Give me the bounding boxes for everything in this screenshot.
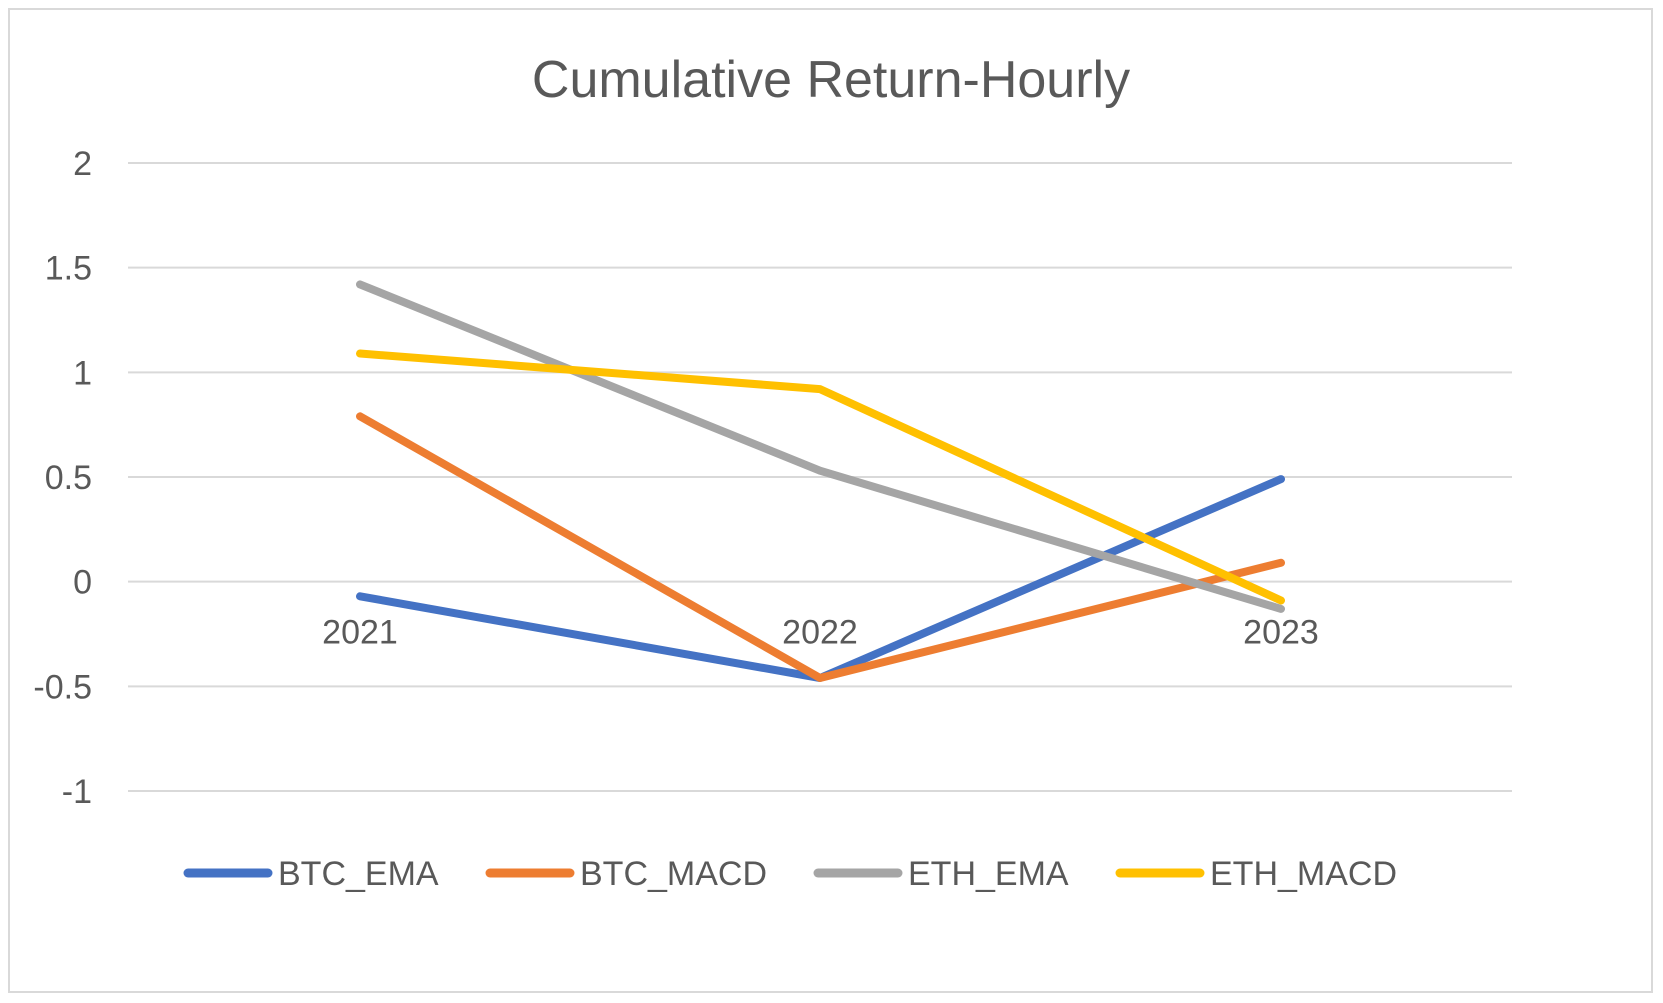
legend-item-eth-ema: ETH_EMA <box>813 855 1069 893</box>
gridlines <box>128 162 1512 792</box>
x-axis-categories: 2021 2022 2023 <box>322 614 1319 652</box>
legend: BTC_EMA BTC_MACD ETH_EMA ETH_MACD <box>183 855 1397 893</box>
y-tick-label: 2 <box>73 145 92 183</box>
legend-label: BTC_EMA <box>278 855 439 893</box>
x-category-label: 2023 <box>1243 614 1319 652</box>
y-tick-label: -0.5 <box>33 668 92 706</box>
series-lines <box>356 280 1285 682</box>
y-tick-label: 0 <box>73 564 92 602</box>
y-tick-label: 0.5 <box>45 459 92 497</box>
legend-label: BTC_MACD <box>580 855 767 893</box>
x-category-label: 2021 <box>322 614 398 652</box>
y-tick-label: 1 <box>73 354 92 392</box>
legend-label: ETH_MACD <box>1210 855 1397 893</box>
x-category-label: 2022 <box>782 614 858 652</box>
y-tick-label: 1.5 <box>45 250 92 288</box>
chart-frame <box>8 8 1653 993</box>
legend-item-eth-macd: ETH_MACD <box>1115 855 1397 893</box>
legend-label: ETH_EMA <box>908 855 1069 893</box>
series-line-eth-ema <box>356 280 1285 613</box>
chart-title: Cumulative Return-Hourly <box>532 51 1130 109</box>
legend-item-btc-macd: BTC_MACD <box>485 855 767 893</box>
legend-item-btc-ema: BTC_EMA <box>183 855 439 893</box>
y-axis-ticks: 2 1.5 1 0.5 0 -0.5 -1 <box>33 145 92 811</box>
series-line-btc-macd <box>356 412 1285 682</box>
series-line-eth-macd <box>356 349 1285 605</box>
y-tick-label: -1 <box>62 773 92 811</box>
